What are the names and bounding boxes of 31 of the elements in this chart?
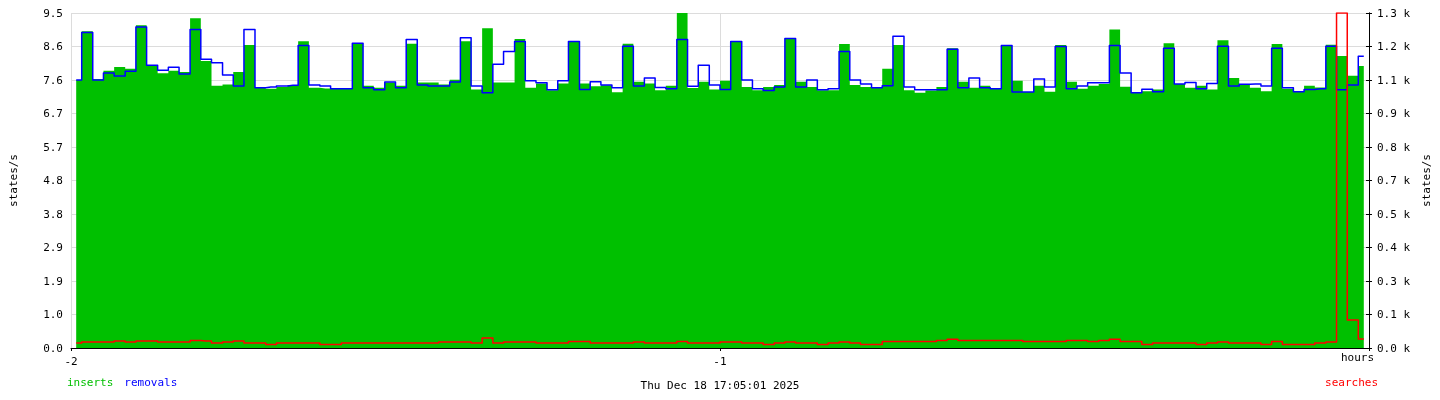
y-tick-label: 5.7 [43,140,63,154]
y-tick-label: 8.6 [43,40,63,53]
y2-tick-label: 0.0 k [1376,341,1411,355]
y2-tick-label: 0.5 k [1376,207,1411,221]
y-tick-label: 6.7 [43,107,63,120]
x-tick-label: -1 [713,355,727,368]
text: searches [1325,376,1378,389]
text: removals [124,376,178,389]
y2-tick-label: 0.7 k [1376,174,1411,187]
y-tick-label: 1.9 [43,274,63,288]
y-tick-label: 3.8 [43,207,63,221]
y-tick-label: 9.5 [43,6,63,20]
y-tick-label: 4.8 [43,174,63,187]
y2-tick-label: 1.3 k [1376,6,1411,20]
x-tick-label: -2 [64,355,78,368]
y2-tick-label: 0.3 k [1376,274,1411,288]
y2-tick-label: 0.9 k [1376,107,1411,120]
x-axis-title: hours [1340,351,1375,364]
y-tick-label: 0.0 [43,341,63,355]
y2-tick-label: 0.4 k [1376,241,1411,254]
y2-tick-label: 0.8 k [1376,140,1411,154]
text: Thu Dec 18 17:05:01 2025 [640,379,800,392]
y2-axis-title: states/s [1420,154,1433,207]
text: inserts [67,376,114,389]
y-tick-label: 7.6 [43,73,63,87]
y2-tick-label: 1.1 k [1376,73,1411,87]
y-axis-title: states/s [7,154,20,207]
y2-tick-label: 1.2 k [1376,40,1411,53]
y-tick-label: 2.9 [43,241,63,254]
y-tick-label: 1.0 [43,308,63,321]
y2-tick-label: 0.1 k [1376,308,1411,321]
